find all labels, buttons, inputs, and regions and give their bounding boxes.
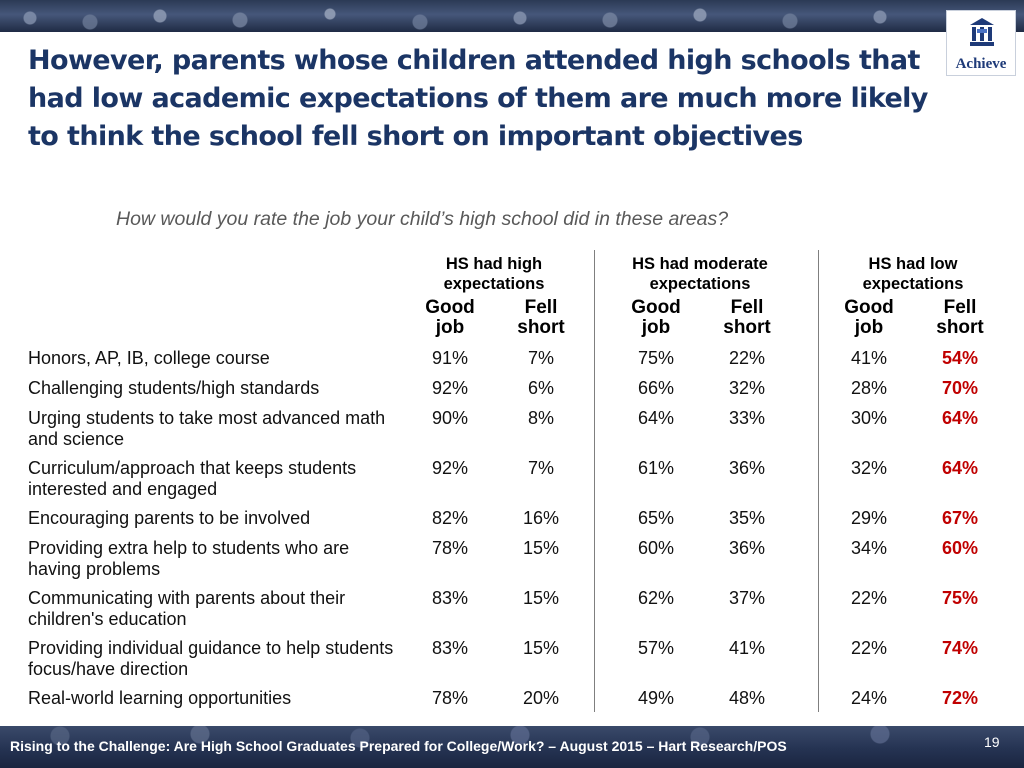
cell-value: 61%	[637, 458, 675, 478]
row-label: Urging students to take most advanced ma…	[28, 408, 386, 449]
cell-value: 92%	[431, 458, 469, 478]
cell-value: 83%	[431, 588, 469, 608]
row-label: Honors, AP, IB, college course	[28, 348, 270, 368]
cell-value: 34%	[850, 538, 888, 558]
footer-source: Rising to the Challenge: Are High School…	[10, 738, 787, 754]
cell-value: 90%	[431, 408, 469, 428]
cell-value-highlight: 74%	[941, 638, 979, 658]
cell-value: 32%	[728, 378, 766, 398]
cell-value: 29%	[850, 508, 888, 528]
cell-value: 30%	[850, 408, 888, 428]
cell-value: 20%	[522, 688, 560, 708]
cell-value: 64%	[637, 408, 675, 428]
row-label: Challenging students/high standards	[28, 378, 320, 398]
row-label: Providing extra help to students who are…	[28, 538, 350, 579]
cell-value-highlight: 75%	[941, 588, 979, 608]
cell-value-highlight: 70%	[941, 378, 979, 398]
row-label: Real-world learning opportunities	[28, 688, 292, 708]
cell-value: 36%	[728, 538, 766, 558]
column-divider	[818, 250, 819, 712]
cell-value: 62%	[637, 588, 675, 608]
cell-value-highlight: 54%	[941, 348, 979, 368]
cell-value: 60%	[637, 538, 675, 558]
cell-value: 48%	[728, 688, 766, 708]
cell-value: 83%	[431, 638, 469, 658]
cell-value: 36%	[728, 458, 766, 478]
column-header-good-job: Good job	[844, 297, 894, 338]
cell-value: 41%	[728, 638, 766, 658]
row-label: Communicating with parents about their c…	[28, 588, 346, 629]
cell-value: 82%	[431, 508, 469, 528]
group-header: HS had low expectations	[862, 255, 964, 293]
cell-value: 65%	[637, 508, 675, 528]
cell-value: 75%	[637, 348, 675, 368]
column-header-fell-short: Fell short	[723, 297, 771, 338]
logo-text: Achieve	[955, 56, 1007, 72]
cell-value: 41%	[850, 348, 888, 368]
header-photo-banner	[0, 0, 1024, 32]
cell-value: 22%	[850, 638, 888, 658]
cell-value: 22%	[850, 588, 888, 608]
column-header-fell-short: Fell short	[517, 297, 565, 338]
cell-value: 33%	[728, 408, 766, 428]
cell-value: 92%	[431, 378, 469, 398]
cell-value: 16%	[522, 508, 560, 528]
cell-value-highlight: 67%	[941, 508, 979, 528]
row-label: Curriculum/approach that keeps students …	[28, 458, 357, 499]
cell-value: 7%	[527, 458, 554, 478]
column-header-good-job: Good job	[631, 297, 681, 338]
group-header: HS had moderate expectations	[632, 255, 768, 293]
column-header-fell-short: Fell short	[936, 297, 984, 338]
achieve-logo: Achieve	[946, 10, 1016, 76]
cell-value-highlight: 64%	[941, 408, 979, 428]
cell-value: 66%	[637, 378, 675, 398]
cell-value: 78%	[431, 688, 469, 708]
cell-value: 7%	[527, 348, 554, 368]
cell-value: 6%	[527, 378, 554, 398]
cell-value: 15%	[522, 638, 560, 658]
row-label: Encouraging parents to be involved	[28, 508, 311, 528]
cell-value: 35%	[728, 508, 766, 528]
column-divider	[594, 250, 595, 712]
survey-question: How would you rate the job your child’s …	[116, 208, 729, 230]
cell-value: 24%	[850, 688, 888, 708]
cell-value: 15%	[522, 588, 560, 608]
cell-value: 8%	[527, 408, 554, 428]
cell-value: 49%	[637, 688, 675, 708]
cell-value: 32%	[850, 458, 888, 478]
graduation-building-icon	[970, 18, 994, 46]
slide-title: However, parents whose children attended…	[28, 45, 928, 152]
cell-value: 15%	[522, 538, 560, 558]
column-header-good-job: Good job	[425, 297, 475, 338]
page-number: 19	[984, 734, 1000, 750]
cell-value: 78%	[431, 538, 469, 558]
cell-value: 37%	[728, 588, 766, 608]
row-label: Providing individual guidance to help st…	[28, 638, 394, 679]
cell-value: 28%	[850, 378, 888, 398]
footer-bar: Rising to the Challenge: Are High School…	[0, 726, 1024, 768]
cell-value: 57%	[637, 638, 675, 658]
cell-value-highlight: 60%	[941, 538, 979, 558]
cell-value: 91%	[431, 348, 469, 368]
cell-value-highlight: 72%	[941, 688, 979, 708]
group-header: HS had high expectations	[443, 255, 545, 293]
cell-value: 22%	[728, 348, 766, 368]
cell-value-highlight: 64%	[941, 458, 979, 478]
